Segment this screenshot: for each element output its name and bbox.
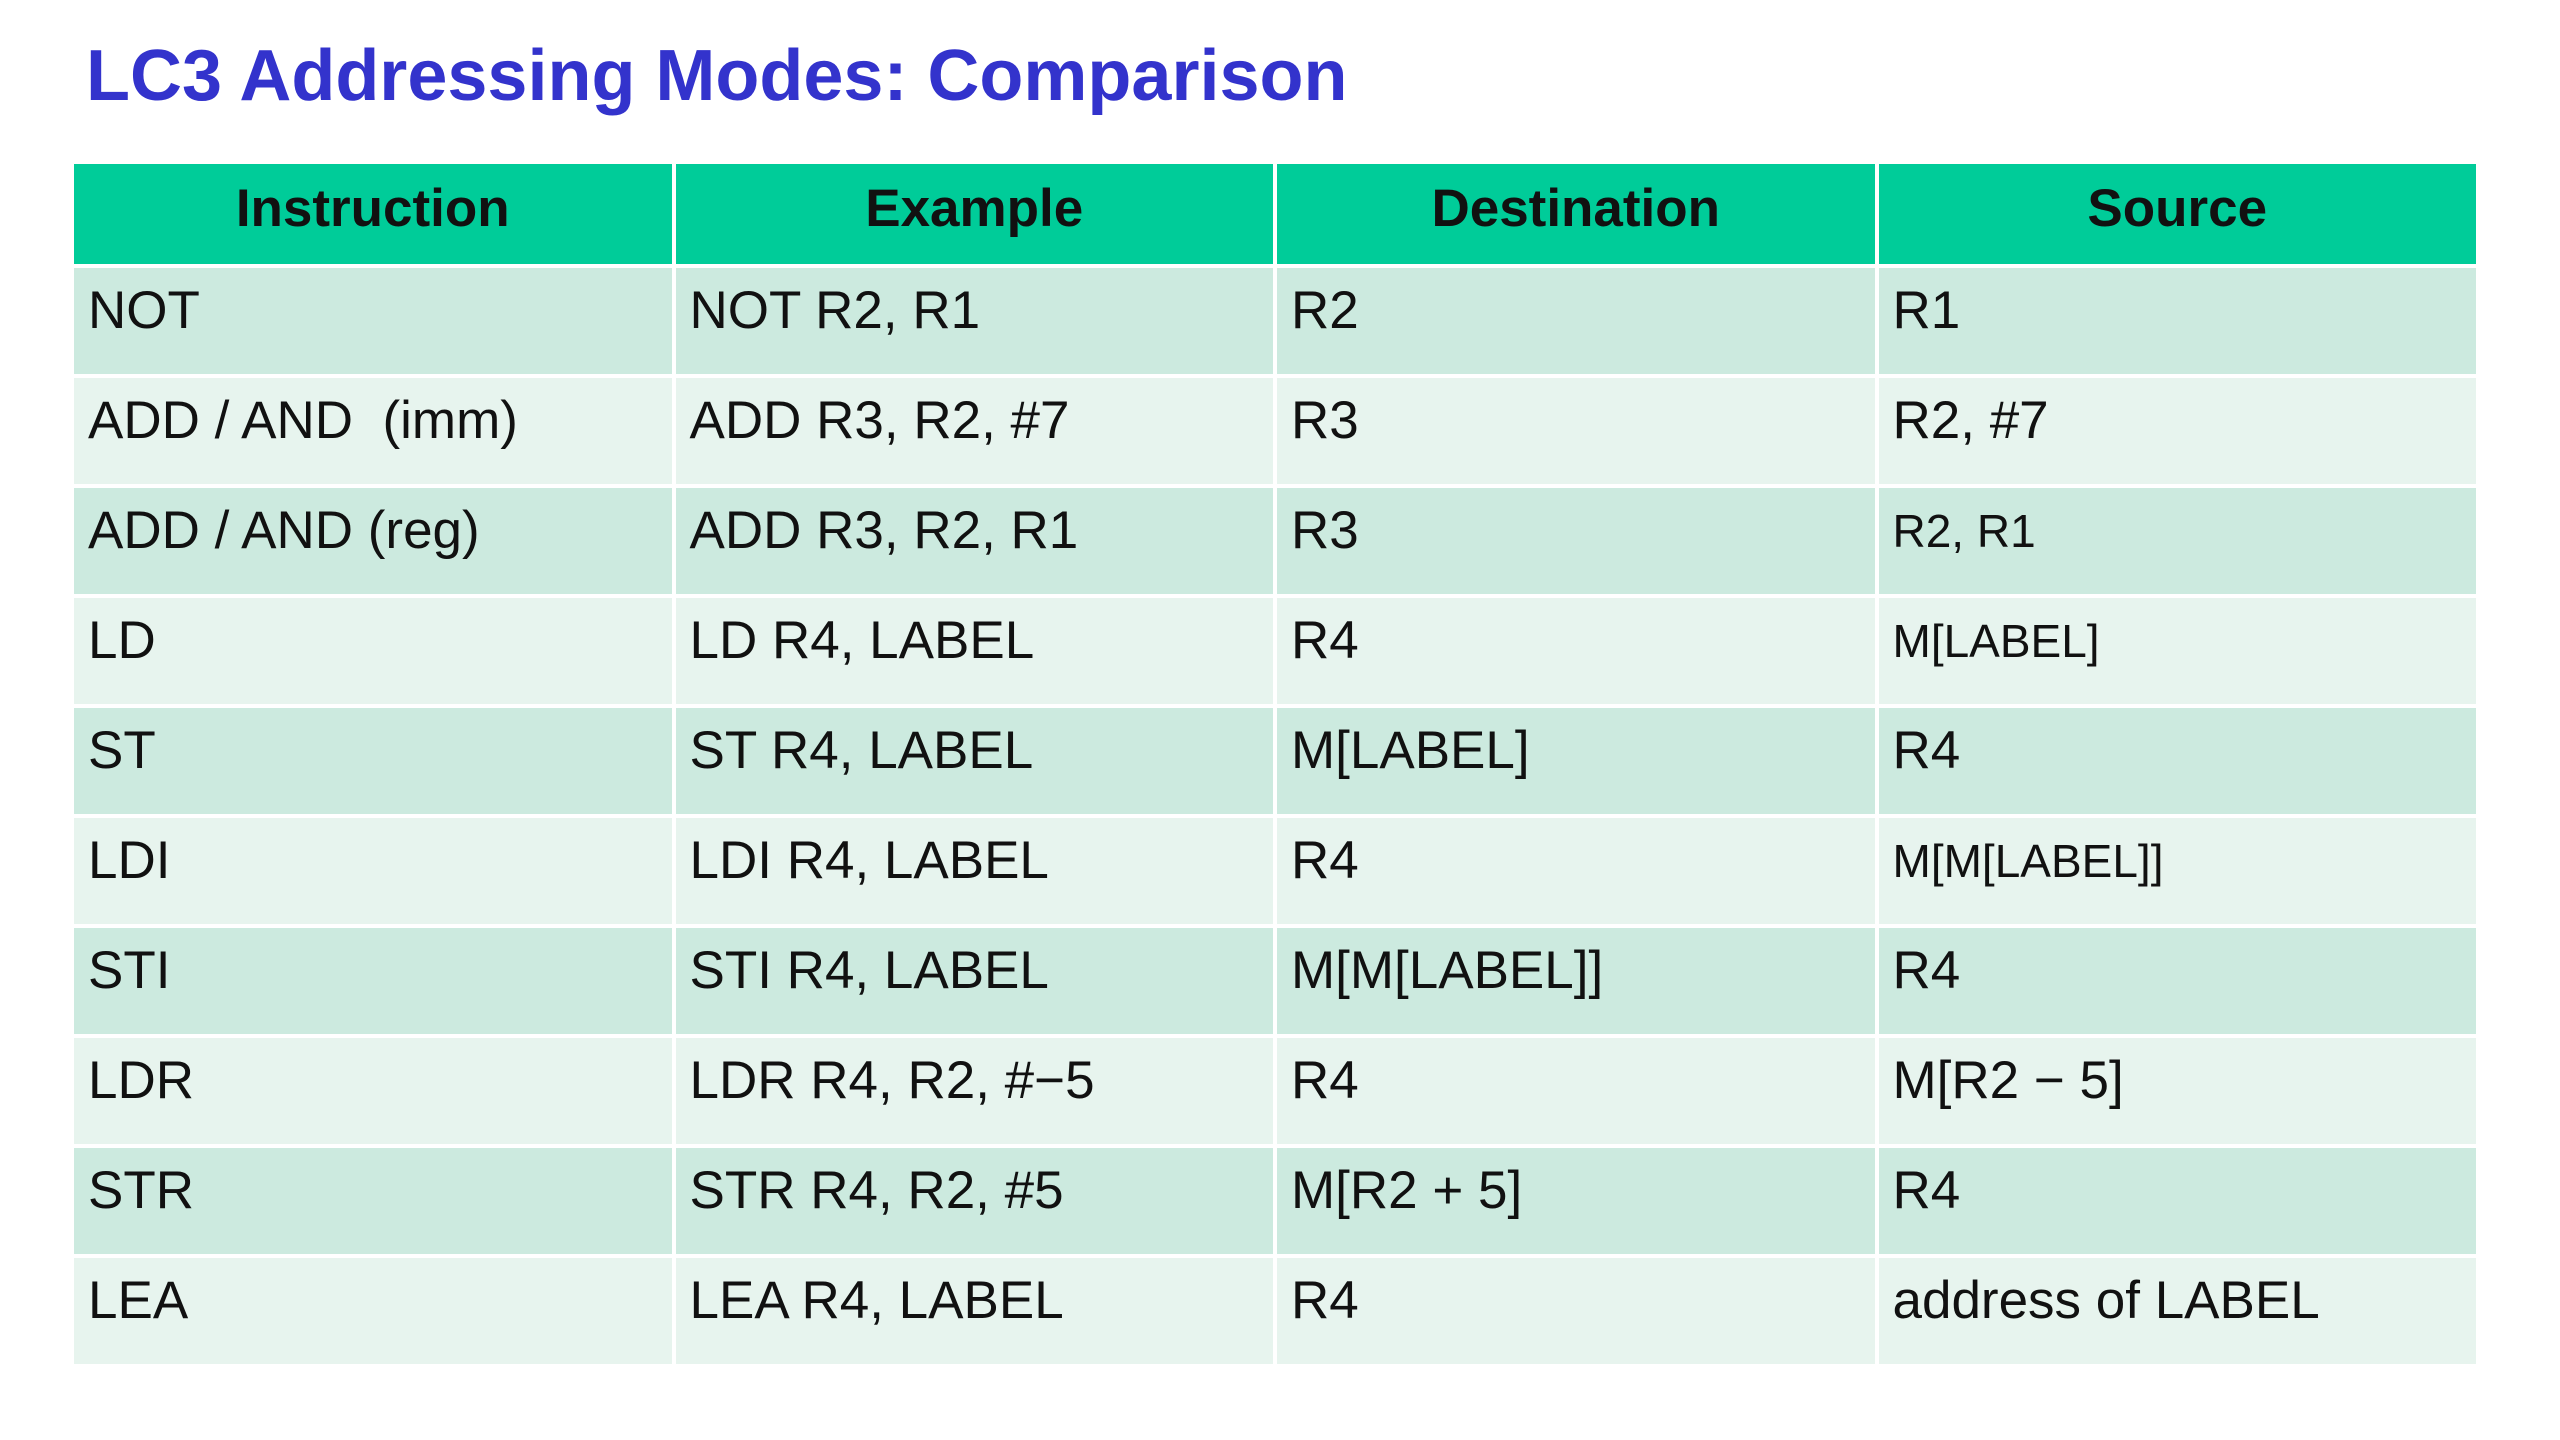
- cell-source: R2, #7: [1874, 374, 2480, 488]
- cell-example: STR R4, R2, #5: [671, 1144, 1277, 1258]
- cell-instruction: LDR: [70, 1034, 676, 1148]
- cell-destination: M[R2 + 5]: [1273, 1144, 1879, 1258]
- cell-source: address of LABEL: [1874, 1254, 2480, 1368]
- cell-source: R2, R1: [1874, 484, 2480, 598]
- cell-destination: M[LABEL]: [1273, 704, 1879, 818]
- table-row: LD LD R4, LABEL R4 M[LABEL]: [70, 594, 2480, 708]
- cell-example: LEA R4, LABEL: [671, 1254, 1277, 1368]
- table-header-row: Instruction Example Destination Source: [70, 160, 2480, 268]
- cell-example: LDI R4, LABEL: [671, 814, 1277, 928]
- cell-example: ADD R3, R2, R1: [671, 484, 1277, 598]
- cell-instruction: LD: [70, 594, 676, 708]
- header-destination: Destination: [1273, 160, 1879, 268]
- cell-source: M[LABEL]: [1874, 594, 2480, 708]
- addressing-modes-table-container: Instruction Example Destination Source N…: [70, 160, 2480, 1368]
- table-row: STI STI R4, LABEL M[M[LABEL]] R4: [70, 924, 2480, 1038]
- cell-destination: R3: [1273, 374, 1879, 488]
- header-source: Source: [1874, 160, 2480, 268]
- cell-instruction: NOT: [70, 264, 676, 378]
- cell-example: NOT R2, R1: [671, 264, 1277, 378]
- cell-destination: R4: [1273, 594, 1879, 708]
- cell-destination: R4: [1273, 1034, 1879, 1148]
- cell-instruction: LEA: [70, 1254, 676, 1368]
- cell-destination: R3: [1273, 484, 1879, 598]
- table-row: LDI LDI R4, LABEL R4 M[M[LABEL]]: [70, 814, 2480, 928]
- cell-example: ST R4, LABEL: [671, 704, 1277, 818]
- cell-instruction: STR: [70, 1144, 676, 1258]
- cell-source: R4: [1874, 704, 2480, 818]
- table-row: LEA LEA R4, LABEL R4 address of LABEL: [70, 1254, 2480, 1368]
- cell-example: LDR R4, R2, #−5: [671, 1034, 1277, 1148]
- table-row: STR STR R4, R2, #5 M[R2 + 5] R4: [70, 1144, 2480, 1258]
- cell-example: LD R4, LABEL: [671, 594, 1277, 708]
- cell-source: R4: [1874, 924, 2480, 1038]
- cell-example: STI R4, LABEL: [671, 924, 1277, 1038]
- cell-instruction: ADD / AND (imm): [70, 374, 676, 488]
- cell-instruction: LDI: [70, 814, 676, 928]
- table-row: NOT NOT R2, R1 R2 R1: [70, 264, 2480, 378]
- cell-instruction: ADD / AND (reg): [70, 484, 676, 598]
- table-row: ADD / AND (reg) ADD R3, R2, R1 R3 R2, R1: [70, 484, 2480, 598]
- cell-destination: R4: [1273, 1254, 1879, 1368]
- header-instruction: Instruction: [70, 160, 676, 268]
- cell-source: R4: [1874, 1144, 2480, 1258]
- table-row: LDR LDR R4, R2, #−5 R4 M[R2 − 5]: [70, 1034, 2480, 1148]
- cell-destination: M[M[LABEL]]: [1273, 924, 1879, 1038]
- table-row: ST ST R4, LABEL M[LABEL] R4: [70, 704, 2480, 818]
- addressing-modes-table: Instruction Example Destination Source N…: [70, 160, 2480, 1368]
- cell-source: R1: [1874, 264, 2480, 378]
- cell-source: M[M[LABEL]]: [1874, 814, 2480, 928]
- table-row: ADD / AND (imm) ADD R3, R2, #7 R3 R2, #7: [70, 374, 2480, 488]
- cell-instruction: ST: [70, 704, 676, 818]
- slide-title: LC3 Addressing Modes: Comparison: [86, 36, 1348, 116]
- cell-instruction: STI: [70, 924, 676, 1038]
- cell-destination: R4: [1273, 814, 1879, 928]
- cell-example: ADD R3, R2, #7: [671, 374, 1277, 488]
- cell-destination: R2: [1273, 264, 1879, 378]
- header-example: Example: [671, 160, 1277, 268]
- cell-source: M[R2 − 5]: [1874, 1034, 2480, 1148]
